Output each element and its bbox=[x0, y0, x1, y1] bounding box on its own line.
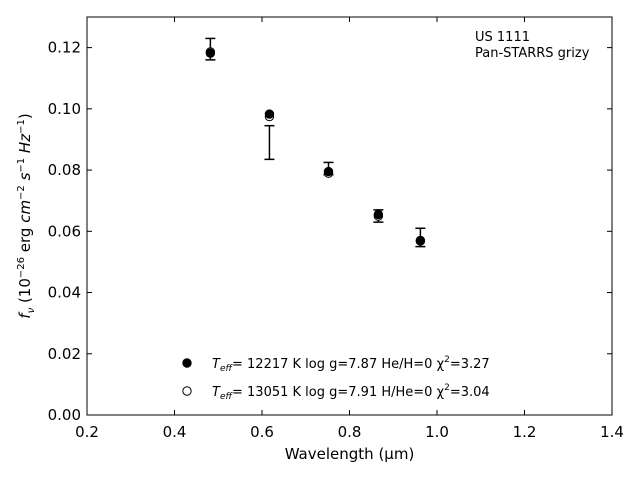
x-tick-label: 0.2 bbox=[75, 423, 99, 441]
y-tick-label: 0.00 bbox=[48, 406, 81, 424]
y-tick-label: 0.10 bbox=[48, 100, 81, 118]
y-tick-label: 0.12 bbox=[48, 39, 81, 57]
legend: Teff= 12217 K log g=7.87 He/H=0 χ2=3.27 T… bbox=[182, 355, 490, 402]
y-axis-label: fν (10−26 erg cm−2 s−1 Hz−1) bbox=[16, 113, 37, 318]
x-axis-label: Wavelength (μm) bbox=[285, 445, 415, 463]
x-tick-label: 0.4 bbox=[163, 423, 187, 441]
filled-circle-point bbox=[415, 235, 426, 246]
filled-circle-point bbox=[373, 209, 384, 220]
x-tick-label: 0.6 bbox=[250, 423, 274, 441]
x-axis: 0.2 0.4 0.6 0.8 1.0 1.2 1.4 bbox=[75, 17, 624, 441]
annotation-line-2: Pan-STARRS grizy bbox=[475, 46, 590, 61]
x-tick-label: 0.8 bbox=[338, 423, 362, 441]
data-points bbox=[205, 47, 426, 246]
annotation-line-1: US 1111 bbox=[475, 30, 530, 45]
y-tick-label: 0.02 bbox=[48, 345, 81, 363]
y-tick-label: 0.08 bbox=[48, 161, 81, 179]
x-tick-label: 1.4 bbox=[600, 423, 624, 441]
x-tick-label: 1.0 bbox=[425, 423, 449, 441]
legend-open-marker bbox=[182, 386, 192, 396]
plot-frame bbox=[86, 16, 613, 416]
legend-label: Teff= 13051 K log g=7.91 H/He=0 χ2=3.04 bbox=[212, 383, 490, 402]
error-bar bbox=[264, 124, 275, 161]
y-axis: 0.00 0.02 0.04 0.06 0.08 0.10 0.12 bbox=[48, 39, 612, 424]
legend-label: Teff= 12217 K log g=7.87 He/H=0 χ2=3.27 bbox=[212, 355, 490, 374]
legend-filled-marker bbox=[182, 358, 192, 368]
y-tick-label: 0.06 bbox=[48, 222, 81, 240]
y-tick-label: 0.04 bbox=[48, 284, 81, 302]
legend-item: Teff= 13051 K log g=7.91 H/He=0 χ2=3.04 bbox=[182, 383, 490, 402]
legend-item: Teff= 12217 K log g=7.87 He/H=0 χ2=3.27 bbox=[182, 355, 490, 374]
error-bars bbox=[205, 37, 426, 248]
filled-circle-point bbox=[205, 48, 216, 58]
x-tick-label: 1.2 bbox=[513, 423, 537, 441]
filled-circle-point bbox=[323, 166, 334, 177]
filled-circle-point bbox=[264, 109, 275, 119]
